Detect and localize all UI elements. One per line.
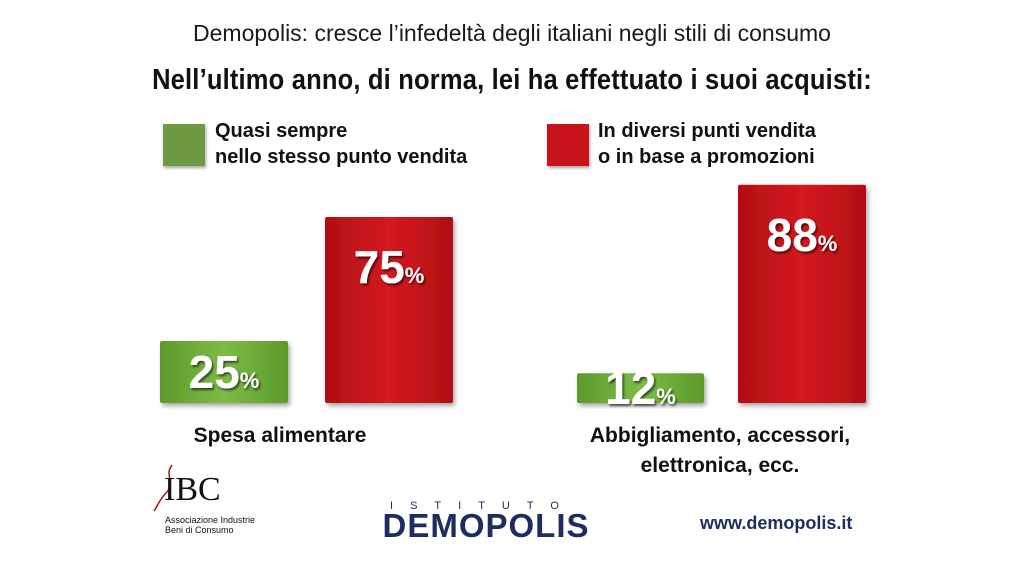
ibc-logo-mark bbox=[153, 464, 173, 512]
bar-value-label-same-store-1: 12% bbox=[605, 362, 676, 414]
legend-label-red: In diversi punti vendita o in base a pro… bbox=[598, 118, 816, 170]
ibc-sub-line1: Associazione Industrie bbox=[165, 515, 256, 525]
category-clothing-line1: Abbigliamento, accessori, bbox=[589, 424, 851, 447]
legend-label-green: Quasi sempre nello stesso punto vendita bbox=[215, 118, 467, 170]
ibc-logo: IBC Associazione Industrie Beni di Consu… bbox=[150, 463, 260, 538]
category-label-clothing: Abbigliamento, accessori, elettronica, e… bbox=[560, 421, 880, 481]
bar-same-store-0 bbox=[160, 341, 288, 403]
ibc-logo-subtitle: Associazione Industrie Beni di Consumo bbox=[165, 515, 255, 535]
bar-same-store-1 bbox=[577, 373, 704, 403]
question-title: Nell’ultimo anno, di norma, lei ha effet… bbox=[152, 64, 872, 96]
istituto-label: ISTITUTO bbox=[390, 500, 576, 512]
bar-multiple-stores-0 bbox=[325, 217, 453, 403]
legend-red-line2: o in base a promozioni bbox=[598, 146, 815, 168]
legend-swatch-red bbox=[547, 124, 589, 166]
legend-green-line1: Quasi sempre bbox=[215, 120, 348, 142]
category-food-line1: Spesa alimentare bbox=[193, 424, 367, 447]
ibc-sub-line2: Beni di Consumo bbox=[165, 525, 234, 535]
ibc-logo-text: IBC bbox=[164, 471, 221, 508]
category-label-food: Spesa alimentare bbox=[150, 421, 410, 451]
category-clothing-line2: elettronica, ecc. bbox=[640, 454, 800, 477]
bar-value-label-multiple-stores-1: 88% bbox=[767, 209, 838, 261]
demopolis-logo: DEMOPOLIS bbox=[382, 507, 590, 544]
legend-red-line1: In diversi punti vendita bbox=[598, 120, 816, 142]
bar-multiple-stores-1 bbox=[738, 184, 866, 403]
legend-swatch-green bbox=[163, 124, 205, 166]
legend-green-line2: nello stesso punto vendita bbox=[215, 146, 468, 168]
website-url[interactable]: www.demopolis.it bbox=[700, 513, 853, 533]
bar-value-label-same-store-0: 25% bbox=[189, 346, 260, 398]
bar-value-label-multiple-stores-0: 75% bbox=[354, 241, 425, 293]
page-subtitle: Demopolis: cresce l’infedeltà degli ital… bbox=[193, 20, 831, 46]
